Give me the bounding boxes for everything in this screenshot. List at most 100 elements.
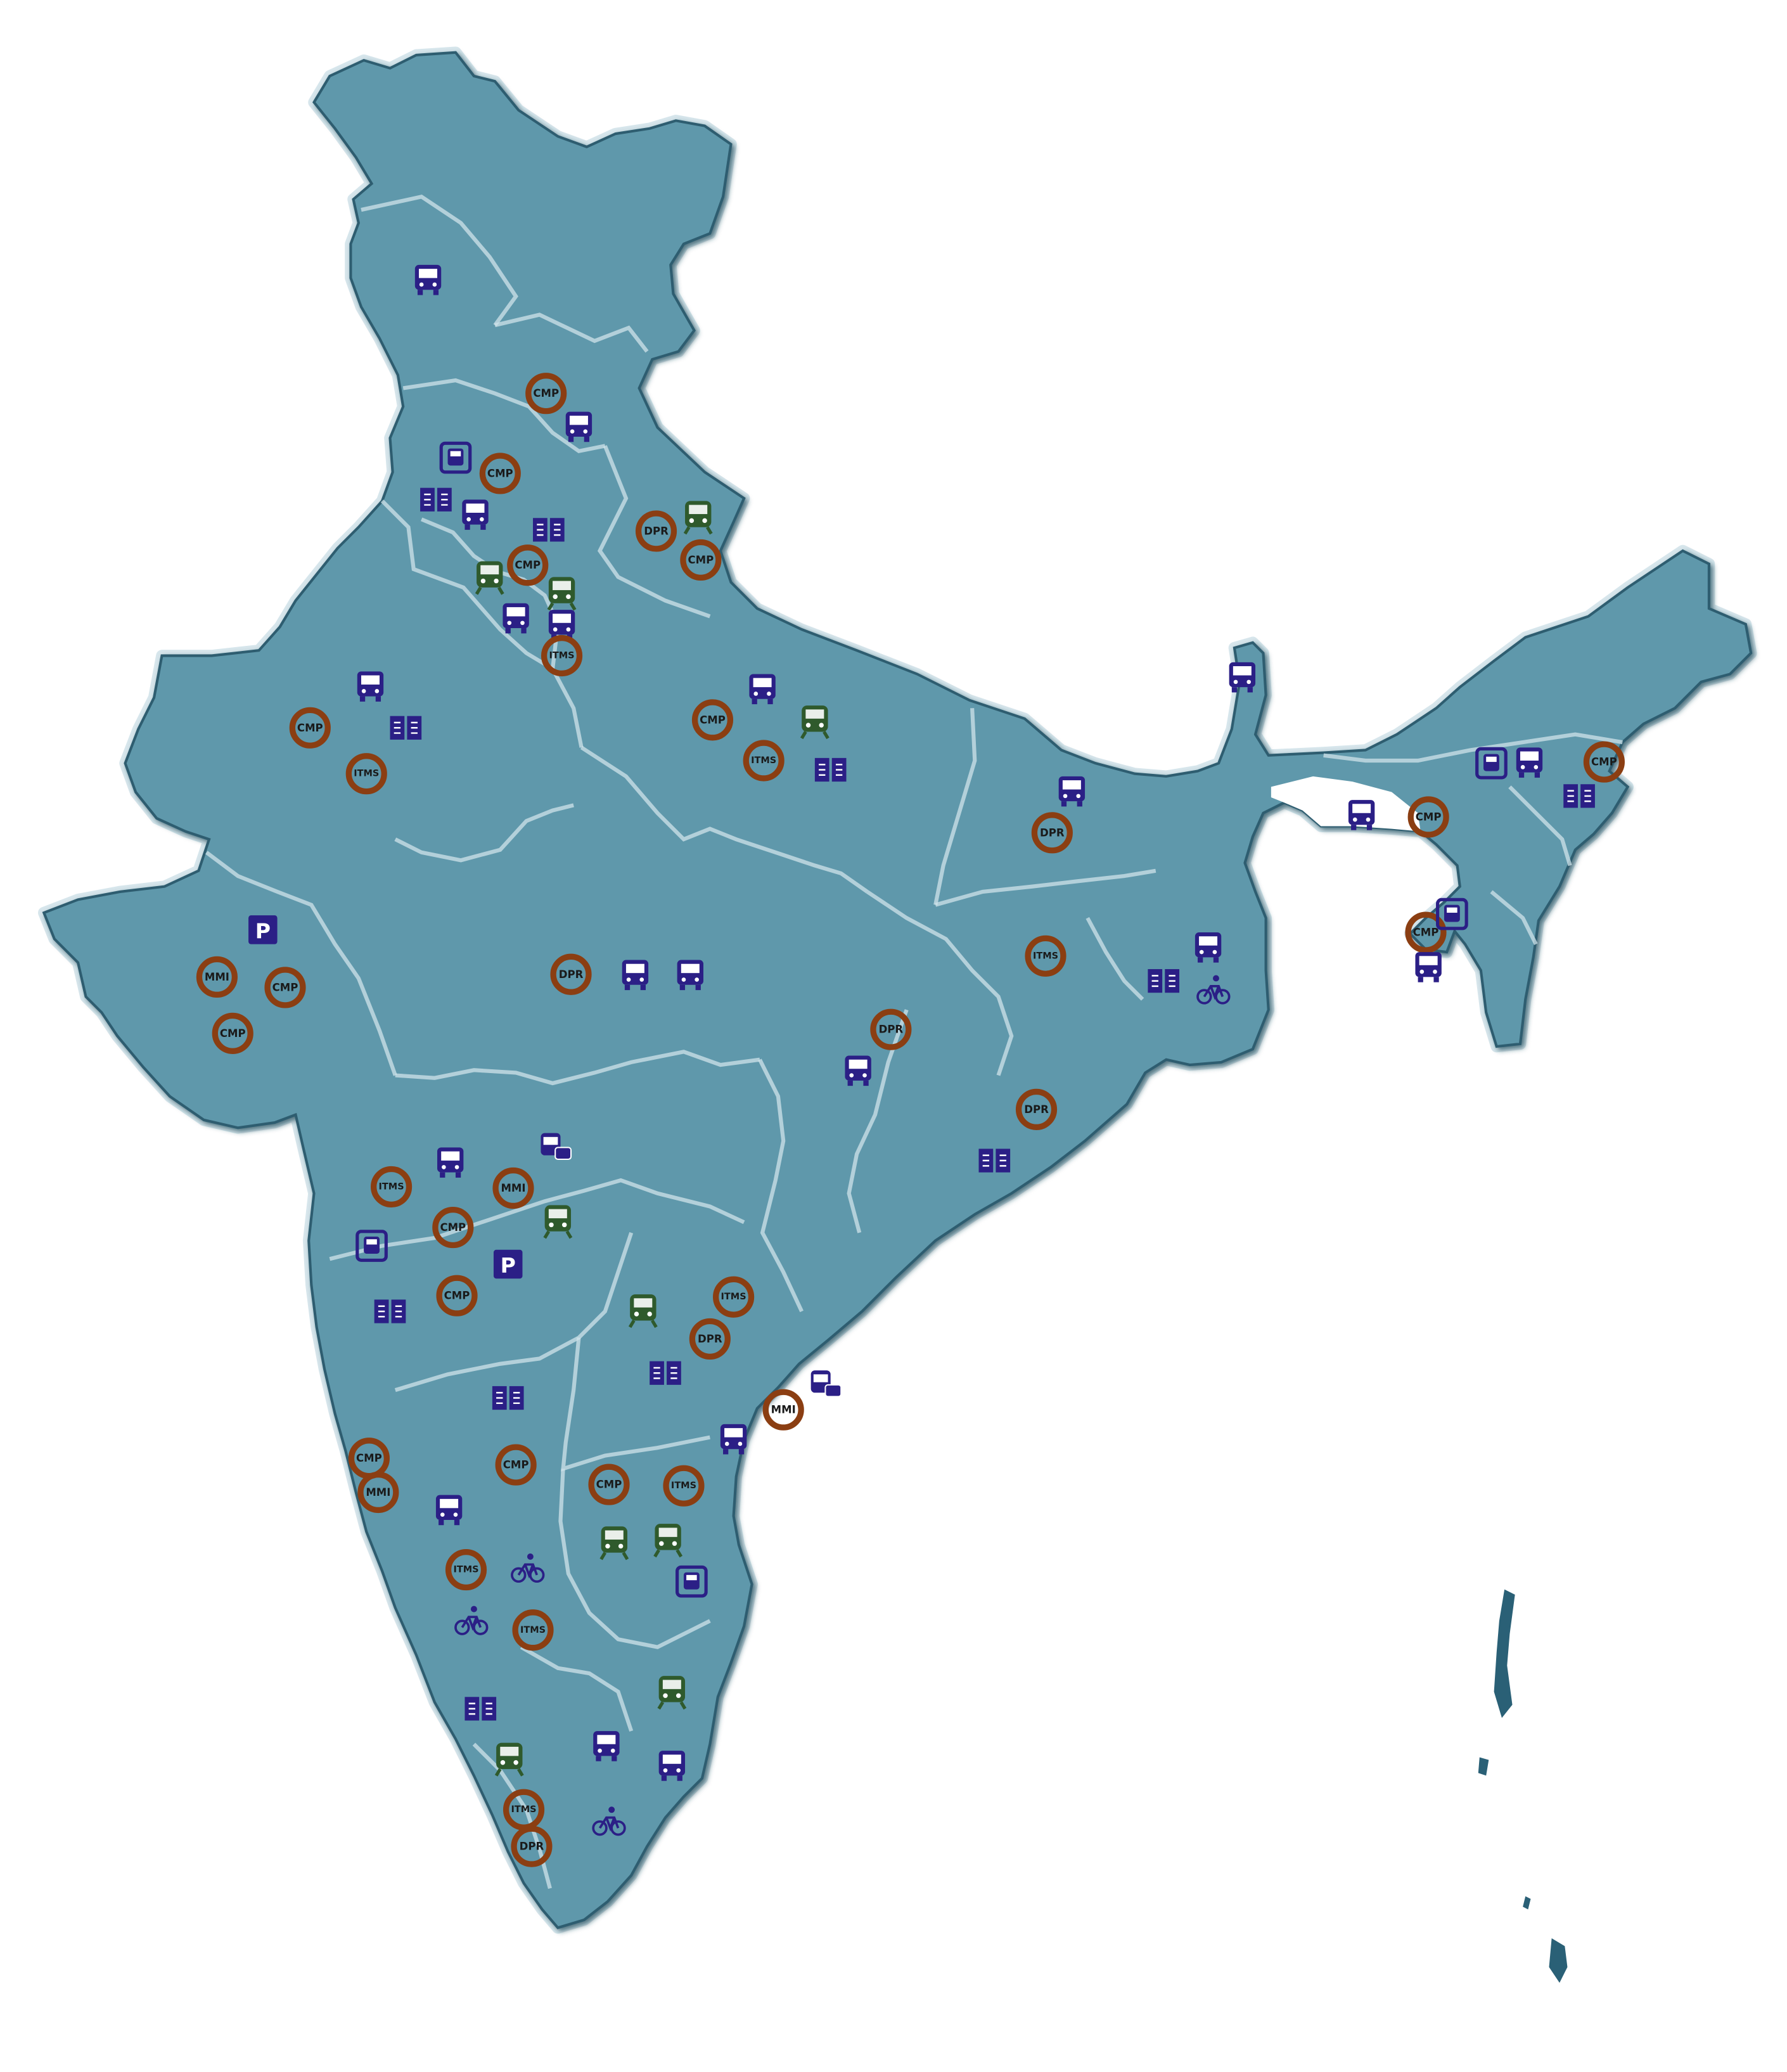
metro-rail-icon — [683, 501, 713, 535]
book-icon — [533, 518, 565, 542]
svg-text:DPR: DPR — [1024, 1104, 1049, 1116]
metro-rail-icon — [543, 1205, 573, 1239]
bicycle-icon — [511, 1553, 545, 1583]
book-icon — [814, 757, 847, 782]
project-ring-itms: ITMS — [663, 1465, 705, 1507]
svg-text:CMP: CMP — [503, 1459, 529, 1471]
parking-icon: P — [248, 915, 278, 944]
svg-text:ITMS: ITMS — [511, 1805, 537, 1815]
bus-icon — [622, 960, 649, 991]
bus-stop-icon — [355, 1230, 388, 1262]
bus-icon — [845, 1055, 871, 1086]
svg-text:CMP: CMP — [515, 559, 541, 571]
svg-text:DPR: DPR — [698, 1333, 722, 1345]
bus-icon — [749, 674, 776, 705]
project-ring-cmp: CMP — [479, 453, 521, 494]
bus-icon — [462, 499, 489, 530]
project-ring-cmp: CMP — [588, 1464, 630, 1505]
project-ring-cmp: CMP — [525, 373, 567, 415]
bus-icon — [414, 264, 442, 295]
bus-icon — [1058, 776, 1086, 807]
svg-text:CMP: CMP — [297, 722, 323, 734]
bus-stop-icon — [1475, 747, 1508, 780]
bicycle-icon — [1196, 975, 1231, 1005]
metro-rail-icon — [494, 1742, 524, 1777]
project-ring-itms: ITMS — [370, 1166, 413, 1208]
book-icon — [492, 1386, 524, 1410]
project-ring-cmp: CMP — [495, 1444, 537, 1486]
book-icon — [1148, 968, 1180, 993]
project-ring-cmp: CMP — [436, 1275, 478, 1316]
project-ring-dpr: DPR — [511, 1825, 553, 1867]
parking-icon: P — [493, 1249, 523, 1279]
metro-rail-icon — [800, 705, 829, 740]
svg-text:DPR: DPR — [1040, 827, 1065, 839]
project-ring-cmp: CMP — [432, 1206, 474, 1249]
bus-icon — [435, 1495, 463, 1526]
project-ring-itms: ITMS — [1025, 935, 1066, 977]
andaman-nicobar-islands — [1478, 1589, 1568, 1983]
svg-text:CMP: CMP — [1416, 811, 1442, 823]
bus-stop-icon — [676, 1565, 708, 1598]
svg-text:CMP: CMP — [440, 1221, 466, 1233]
bicycle-icon — [454, 1605, 489, 1635]
bus-stop-icon — [439, 441, 472, 474]
bus-car-icon — [810, 1370, 842, 1398]
svg-text:ITMS: ITMS — [379, 1181, 404, 1192]
bus-icon — [658, 1751, 686, 1781]
svg-text:P: P — [255, 918, 271, 943]
svg-text:DPR: DPR — [879, 1024, 904, 1036]
bus-icon — [565, 411, 592, 442]
bus-car-icon — [541, 1133, 572, 1161]
project-ring-dpr: DPR — [870, 1008, 912, 1050]
svg-text:CMP: CMP — [444, 1290, 470, 1302]
project-ring-itms: ITMS — [445, 1548, 487, 1591]
project-ring-dpr: DPR — [689, 1318, 731, 1360]
project-ring-cmp: CMP — [1407, 796, 1449, 838]
svg-text:MMI: MMI — [205, 971, 229, 983]
project-ring-itms: ITMS — [345, 753, 387, 795]
metro-rail-icon — [628, 1294, 658, 1329]
project-ring-mmi: MMI — [196, 956, 238, 998]
metro-rail-icon — [599, 1526, 629, 1560]
project-ring-dpr: DPR — [1015, 1088, 1058, 1130]
project-ring-dpr: DPR — [1031, 812, 1073, 854]
bus-icon — [357, 671, 384, 702]
bus-stop-icon — [1436, 898, 1468, 930]
book-icon — [390, 716, 422, 740]
svg-text:ITMS: ITMS — [453, 1565, 478, 1575]
svg-text:ITMS: ITMS — [751, 756, 776, 766]
project-ring-cmp: CMP — [1583, 741, 1625, 783]
svg-text:MMI: MMI — [366, 1486, 390, 1498]
svg-text:CMP: CMP — [487, 467, 513, 479]
svg-text:CMP: CMP — [1591, 756, 1617, 768]
marker-layer: CMP CMP DPR CMP CMP ITMS CMP ITMS CMP ITMS DPR CMP C… — [196, 264, 1625, 1867]
project-ring-itms: ITMS — [512, 1609, 554, 1651]
bus-icon — [593, 1731, 620, 1761]
svg-text:CMP: CMP — [700, 714, 726, 726]
bus-icon — [1415, 952, 1442, 982]
svg-text:ITMS: ITMS — [354, 769, 379, 779]
project-ring-dpr: DPR — [550, 953, 592, 995]
bus-icon — [503, 603, 529, 634]
svg-text:MMI: MMI — [771, 1404, 796, 1416]
svg-text:CMP: CMP — [688, 554, 714, 566]
project-ring-cmp: CMP — [264, 967, 306, 1008]
book-icon — [650, 1361, 681, 1385]
project-ring-dpr: DPR — [635, 510, 677, 552]
bus-icon — [1229, 662, 1256, 693]
project-ring-itms: ITMS — [712, 1276, 755, 1318]
bus-icon — [677, 960, 703, 991]
book-icon — [374, 1299, 406, 1323]
book-icon — [420, 487, 452, 512]
svg-text:MMI: MMI — [501, 1182, 525, 1194]
svg-text:ITMS: ITMS — [549, 650, 575, 660]
metro-rail-icon — [475, 561, 504, 595]
metro-rail-icon — [657, 1676, 687, 1710]
svg-text:DPR: DPR — [644, 525, 669, 537]
project-ring-itms: ITMS — [541, 634, 583, 677]
project-ring-mmi: MMI — [357, 1471, 399, 1514]
svg-text:CMP: CMP — [596, 1479, 622, 1491]
bus-icon — [1516, 747, 1543, 778]
project-ring-cmp: CMP — [1405, 911, 1447, 953]
